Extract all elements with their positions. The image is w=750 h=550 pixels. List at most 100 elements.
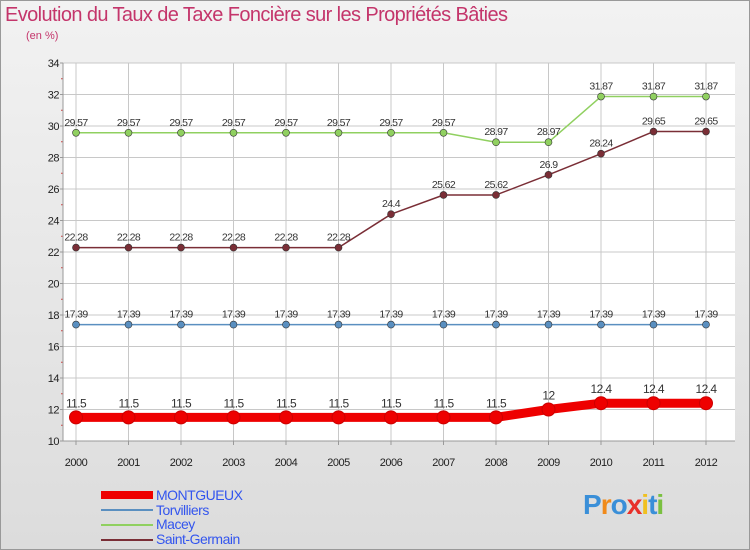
data-point-torvilliers xyxy=(72,320,80,329)
data-label-montgueux: 12 xyxy=(542,389,555,403)
legend-swatch-torvilliers xyxy=(101,509,153,511)
data-label-macey: 31.87 xyxy=(589,81,613,93)
data-point-saint-germain xyxy=(702,127,710,136)
x-tick-label: 2010 xyxy=(590,457,613,469)
data-point-torvilliers xyxy=(544,320,553,329)
data-point-montgueux xyxy=(489,410,503,425)
data-point-macey xyxy=(124,128,133,137)
x-tick-label: 2004 xyxy=(275,457,298,469)
data-label-torvilliers: 17.39 xyxy=(537,309,561,321)
data-label-torvilliers: 17.39 xyxy=(274,309,298,321)
data-label-montgueux: 11.5 xyxy=(328,396,349,410)
data-point-torvilliers xyxy=(229,320,238,329)
x-tick-label: 2002 xyxy=(170,457,193,469)
proxiti-logo: Proxiti xyxy=(583,489,664,521)
data-point-montgueux xyxy=(331,410,346,425)
y-tick-label: 34 xyxy=(48,58,60,70)
data-point-saint-germain xyxy=(124,243,133,252)
data-label-torvilliers: 17.39 xyxy=(327,309,351,321)
y-tick-label: 30 xyxy=(48,121,60,133)
logo-letter: x xyxy=(626,489,643,520)
grid-lines xyxy=(63,62,735,442)
data-point-torvilliers xyxy=(387,320,395,329)
data-point-saint-germain xyxy=(492,191,500,199)
y-tick-label: 32 xyxy=(48,90,60,102)
data-label-montgueux: 11.5 xyxy=(118,396,139,410)
data-label-macey: 28.97 xyxy=(484,126,508,138)
y-tick-label: 18 xyxy=(48,310,60,322)
data-label-macey: 29.57 xyxy=(379,117,403,129)
data-point-torvilliers xyxy=(597,320,605,329)
data-point-montgueux xyxy=(436,410,451,425)
x-tick-label: 2005 xyxy=(327,457,350,469)
series-layer xyxy=(69,92,713,425)
data-label-montgueux: 11.5 xyxy=(171,396,192,410)
data-point-montgueux xyxy=(121,410,136,425)
logo-letter: r xyxy=(600,489,612,520)
x-tick-label: 2007 xyxy=(432,457,455,469)
legend-label-saint-germain: Saint-Germain xyxy=(156,531,240,547)
data-label-saint-germain: 24.4 xyxy=(382,198,401,210)
data-label-montgueux: 11.5 xyxy=(66,396,87,410)
data-point-torvilliers xyxy=(282,320,290,329)
data-point-saint-germain xyxy=(229,243,238,252)
data-label-saint-germain: 26.9 xyxy=(539,159,558,171)
data-point-macey xyxy=(282,128,290,137)
data-point-saint-germain xyxy=(282,243,290,252)
y-tick-label: 22 xyxy=(48,247,60,259)
data-label-saint-germain: 22.28 xyxy=(327,232,351,244)
legend-label-macey: Macey xyxy=(156,516,195,532)
axes: 10 12 14 16 18 20 22 24 26 28 30 32 34 2000 2001 2002 20… xyxy=(48,58,735,469)
data-label-montgueux: 11.5 xyxy=(433,396,454,410)
data-point-macey xyxy=(649,92,658,101)
data-label-macey: 29.57 xyxy=(117,117,141,129)
data-label-saint-germain: 29.65 xyxy=(642,116,666,128)
data-point-montgueux xyxy=(384,410,398,425)
data-label-macey: 28.97 xyxy=(537,126,561,138)
data-point-saint-germain xyxy=(597,149,605,158)
legend-label-montgueux: MONTGUEUX xyxy=(156,487,243,503)
y-tick-label: 24 xyxy=(48,216,60,228)
data-label-macey: 31.87 xyxy=(694,81,718,93)
data-point-montgueux xyxy=(699,396,713,411)
logo-letter: o xyxy=(610,489,628,520)
x-tick-label: 2009 xyxy=(537,457,560,469)
data-label-montgueux: 12.4 xyxy=(591,382,613,396)
data-point-montgueux xyxy=(594,396,608,411)
data-label-torvilliers: 17.39 xyxy=(589,309,613,321)
data-point-saint-germain xyxy=(334,243,343,252)
data-label-montgueux: 12.4 xyxy=(696,382,718,396)
data-point-montgueux xyxy=(541,402,556,417)
data-point-torvilliers xyxy=(439,320,448,329)
y-tick-label: 20 xyxy=(48,279,60,291)
data-point-montgueux xyxy=(69,410,83,425)
data-point-macey xyxy=(334,128,343,137)
data-point-torvilliers xyxy=(124,320,133,329)
logo-letter: t xyxy=(648,489,657,520)
data-labels-layer: 17.39 17.39 17.39 17.39 17.39 17.39 17.39 17.39… xyxy=(64,81,719,411)
chart-title: Evolution du Taux de Taxe Foncière sur l… xyxy=(5,4,508,26)
logo-letter: P xyxy=(583,489,602,520)
data-label-torvilliers: 17.39 xyxy=(642,309,666,321)
data-label-torvilliers: 17.39 xyxy=(222,309,246,321)
data-label-macey: 29.57 xyxy=(327,117,351,129)
data-point-montgueux xyxy=(174,410,188,425)
y-tick-label: 26 xyxy=(48,184,60,196)
data-label-saint-germain: 22.28 xyxy=(274,232,298,244)
data-label-saint-germain: 25.62 xyxy=(432,179,456,191)
data-label-torvilliers: 17.39 xyxy=(117,309,141,321)
data-label-macey: 29.57 xyxy=(222,117,246,129)
data-point-macey xyxy=(387,128,395,137)
data-label-montgueux: 12.4 xyxy=(643,382,665,396)
y-tick-label: 12 xyxy=(48,405,60,417)
data-label-torvilliers: 17.39 xyxy=(64,309,88,321)
data-label-montgueux: 11.5 xyxy=(381,396,402,410)
data-point-saint-germain xyxy=(72,243,80,252)
data-label-saint-germain: 22.28 xyxy=(222,232,246,244)
logo-letter: i xyxy=(656,489,664,520)
data-point-macey xyxy=(439,128,448,137)
data-point-montgueux xyxy=(646,396,661,411)
data-label-saint-germain: 28.24 xyxy=(589,138,613,150)
data-point-macey xyxy=(702,92,710,101)
data-point-torvilliers xyxy=(649,320,658,329)
